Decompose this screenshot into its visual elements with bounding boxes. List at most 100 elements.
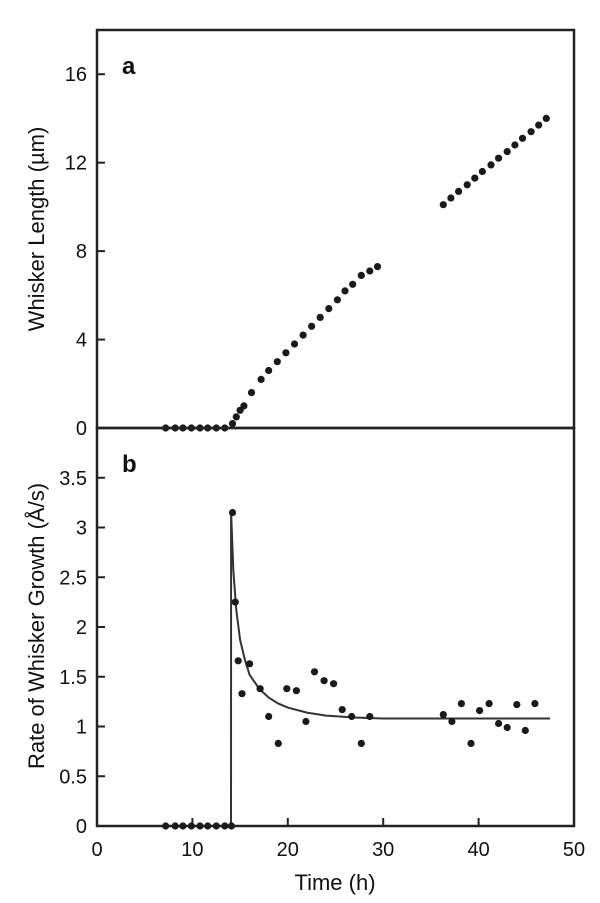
- b-data-point: [330, 680, 338, 688]
- b-data-point: [283, 685, 291, 693]
- a-data-point: [341, 287, 349, 295]
- b-y-tick-label: 0.5: [59, 766, 87, 788]
- b-x-tick-label: 10: [181, 839, 203, 861]
- b-data-point: [246, 660, 254, 668]
- a-data-point: [333, 296, 341, 304]
- b-x-tick-label: 20: [277, 839, 299, 861]
- a-data-point: [308, 322, 316, 330]
- a-data-point: [535, 121, 543, 129]
- panel-a-letter: a: [122, 53, 136, 80]
- a-data-point: [247, 389, 256, 397]
- panel-b-frame: [95, 426, 576, 828]
- a-data-point: [518, 134, 527, 142]
- b-y-tick-label: 2: [76, 617, 87, 639]
- fit-curve: [230, 512, 551, 827]
- panel-a: a Whisker Length (µm) 0 4 8 12 16: [24, 28, 576, 440]
- b-data-point: [302, 717, 310, 726]
- b-data-point: [503, 723, 511, 732]
- a-data-point: [447, 194, 455, 202]
- b-data-point: [357, 739, 365, 748]
- panel-a-points: [162, 114, 550, 432]
- a-data-point: [357, 271, 365, 279]
- b-y-tick-label: 1: [76, 717, 87, 739]
- b-y-tick-label: 3: [76, 518, 87, 540]
- a-data-point: [282, 349, 290, 357]
- b-data-point: [265, 712, 273, 721]
- a-data-point: [299, 331, 307, 339]
- a-data-point: [290, 340, 299, 348]
- a-data-point: [463, 181, 471, 189]
- panel-a-y-axis-title: Whisker Length (µm): [24, 127, 49, 332]
- panel-b: b Rate of Whisker Growth (Å/s) 0 0.5 1 1.5 2…: [24, 426, 585, 895]
- a-data-point: [366, 267, 374, 275]
- b-x-tick-label: 40: [467, 839, 489, 861]
- a-data-point: [240, 402, 248, 410]
- a-data-point: [232, 413, 240, 421]
- a-data-point: [373, 263, 382, 271]
- panel-b-points: [162, 508, 539, 830]
- b-data-point: [231, 598, 239, 606]
- a-data-point: [228, 420, 237, 428]
- a-y-tick-label: 4: [76, 330, 87, 352]
- a-data-point: [316, 313, 324, 321]
- a-y-tick-label: 8: [76, 241, 87, 263]
- b-data-point: [338, 706, 346, 714]
- b-data-point: [256, 685, 264, 693]
- a-data-point: [257, 375, 265, 383]
- b-data-point: [448, 717, 456, 726]
- b-data-point: [228, 508, 237, 517]
- a-data-point: [265, 366, 273, 375]
- b-data-point: [476, 707, 484, 715]
- b-data-point: [513, 701, 521, 709]
- a-data-point: [542, 114, 550, 122]
- b-data-point: [485, 700, 493, 708]
- b-data-point: [274, 739, 282, 748]
- panel-b-x-ticks: 0 10 20 30 40 50: [91, 818, 585, 861]
- a-data-point: [455, 187, 463, 195]
- b-data-point: [212, 822, 220, 830]
- b-data-point: [521, 726, 529, 735]
- b-data-point: [204, 822, 212, 830]
- a-data-point: [478, 167, 486, 176]
- b-data-point: [495, 719, 503, 728]
- a-data-point: [495, 154, 503, 162]
- a-data-point: [439, 201, 447, 209]
- b-data-point: [187, 822, 195, 830]
- a-data-point: [471, 174, 479, 182]
- b-data-point: [162, 822, 170, 830]
- a-data-point: [349, 280, 357, 288]
- panel-b-y-axis-title: Rate of Whisker Growth (Å/s): [24, 483, 49, 769]
- panel-a-y-ticks: 0 4 8 12 16: [65, 64, 105, 440]
- a-data-point: [511, 141, 519, 149]
- b-y-tick-label: 1.5: [59, 667, 87, 689]
- a-data-point: [527, 128, 535, 136]
- a-y-tick-label: 16: [65, 64, 87, 86]
- a-y-tick-label: 0: [76, 418, 87, 440]
- b-data-point: [171, 822, 179, 830]
- b-data-point: [196, 822, 204, 830]
- b-x-tick-label: 50: [563, 839, 585, 861]
- b-data-point: [531, 700, 539, 708]
- b-data-point: [467, 739, 475, 748]
- b-y-tick-label: 0: [76, 816, 87, 838]
- b-data-point: [227, 822, 236, 830]
- b-x-tick-label: 0: [91, 839, 102, 861]
- a-data-point: [273, 358, 281, 366]
- a-y-tick-label: 12: [65, 153, 87, 175]
- b-data-point: [221, 822, 229, 830]
- b-y-tick-label: 2.5: [59, 567, 87, 589]
- b-data-point: [320, 677, 328, 685]
- a-data-point: [503, 148, 511, 156]
- b-data-point: [310, 668, 319, 676]
- panel-b-y-ticks: 0 0.5 1 1.5 2 2.5 3 3.5: [59, 468, 105, 838]
- a-data-point: [325, 305, 333, 313]
- b-data-point: [348, 712, 356, 721]
- b-data-point: [234, 657, 242, 665]
- b-x-tick-label: 30: [372, 839, 394, 861]
- b-data-point: [439, 711, 447, 719]
- a-data-point: [487, 161, 495, 169]
- panel-b-letter: b: [122, 451, 137, 478]
- b-data-point: [457, 700, 465, 708]
- b-data-point: [292, 687, 300, 695]
